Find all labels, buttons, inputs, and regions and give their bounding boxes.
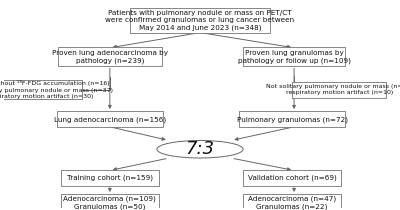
Text: Pulmonary granulomas (n=72): Pulmonary granulomas (n=72): [237, 116, 348, 123]
Ellipse shape: [157, 140, 243, 158]
FancyBboxPatch shape: [61, 170, 159, 186]
FancyBboxPatch shape: [243, 194, 341, 210]
Text: Adenocarcinoma (n=47)
Granulomas (n=22): Adenocarcinoma (n=47) Granulomas (n=22): [248, 195, 336, 210]
Text: Not solitary pulmonary nodule or mass (n=27)
respiratory motion artifact (n=10): Not solitary pulmonary nodule or mass (n…: [266, 84, 400, 95]
FancyBboxPatch shape: [243, 170, 341, 186]
Text: Lung adenocarcinoma (n=156): Lung adenocarcinoma (n=156): [54, 116, 166, 123]
FancyBboxPatch shape: [130, 8, 270, 33]
Text: Proven lung adenocarcinoma by
pathology (n=239): Proven lung adenocarcinoma by pathology …: [52, 50, 168, 64]
Text: 7:3: 7:3: [186, 140, 214, 158]
Text: Proven lung granulomas by
pathology or follow up (n=109): Proven lung granulomas by pathology or f…: [238, 50, 350, 64]
FancyBboxPatch shape: [57, 111, 163, 127]
Text: Adenocarcinoma (n=109)
Granulomas (n=50): Adenocarcinoma (n=109) Granulomas (n=50): [64, 195, 156, 210]
Text: Validation cohort (n=69): Validation cohort (n=69): [248, 175, 336, 181]
Text: Patients with pulmonary nodule or mass on PET/CT
were confirmed granulomas or lu: Patients with pulmonary nodule or mass o…: [106, 10, 294, 31]
FancyBboxPatch shape: [0, 80, 82, 99]
FancyBboxPatch shape: [239, 111, 345, 127]
FancyBboxPatch shape: [61, 194, 159, 210]
FancyBboxPatch shape: [58, 47, 162, 66]
FancyBboxPatch shape: [243, 47, 345, 66]
Text: Training cohort (n=159): Training cohort (n=159): [67, 175, 153, 181]
Text: Lesion without ¹⁸F-FDG accumulation (n=16)
Not solitary pulmonary nodule or mass: Lesion without ¹⁸F-FDG accumulation (n=1…: [0, 80, 113, 99]
FancyBboxPatch shape: [292, 81, 386, 98]
